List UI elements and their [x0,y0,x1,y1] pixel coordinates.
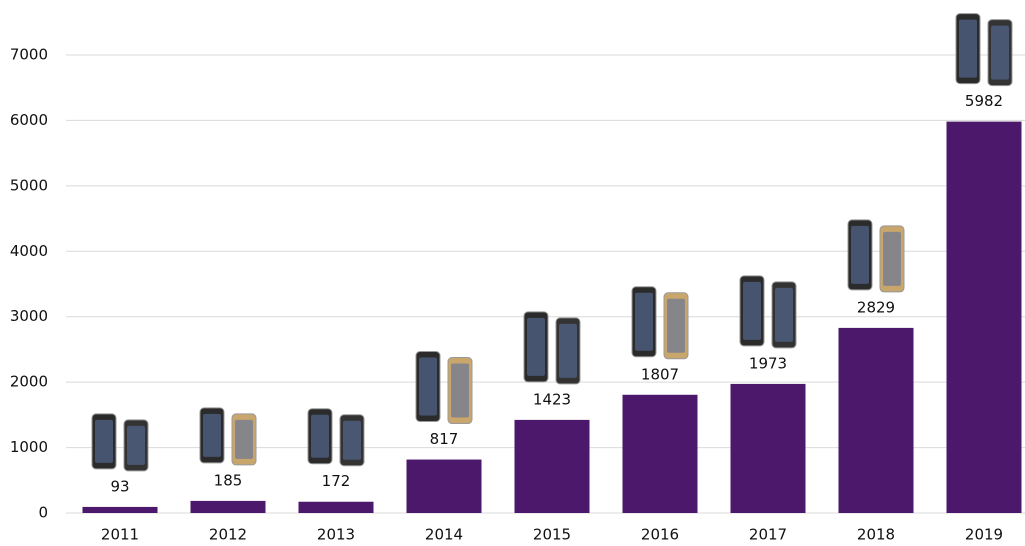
phone-screen [127,425,145,465]
phone-screen [235,419,253,459]
phone-screen [451,363,469,418]
bar [622,394,698,513]
bar [190,500,266,513]
value-label: 817 [430,430,459,448]
phone-screen [343,420,361,460]
value-label: 1807 [641,365,679,383]
x-tick-label: 2019 [965,526,1003,544]
phone-screen [311,414,329,458]
value-label: 93 [110,477,129,495]
phone-screen [559,323,577,378]
bar [82,506,158,513]
phone-screen [419,357,437,416]
phone-screen [959,19,977,78]
x-tick-label: 2017 [749,526,787,544]
bar [298,501,374,513]
x-tick-label: 2014 [425,526,463,544]
x-tick-label: 2011 [101,526,139,544]
phone-screen [667,298,685,353]
bar [946,121,1022,513]
value-label: 2829 [857,298,895,316]
phone-screen [883,231,901,286]
x-tick-label: 2013 [317,526,355,544]
y-tick-label: 0 [38,504,48,522]
x-tick-label: 2015 [533,526,571,544]
y-tick-label: 5000 [10,176,48,194]
phone-screen [95,419,113,463]
value-label: 1973 [749,354,787,372]
y-tick-label: 4000 [10,242,48,260]
phone-screen [635,292,653,351]
x-tick-label: 2016 [641,526,679,544]
value-label: 172 [322,472,351,490]
y-tick-label: 1000 [10,438,48,456]
phone-screen [851,225,869,284]
phone-screen [743,281,761,340]
y-tick-label: 2000 [10,373,48,391]
bar [730,383,806,513]
value-label: 1423 [533,390,571,408]
phone-screen [775,287,793,342]
bar [514,419,590,513]
phone-screen [991,25,1009,80]
x-tick-label: 2018 [857,526,895,544]
y-tick-label: 6000 [10,111,48,129]
phone-screen [203,413,221,457]
x-tick-label: 2012 [209,526,247,544]
bar [838,327,914,513]
value-label: 185 [214,471,243,489]
phone-screen [527,317,545,376]
bar [406,459,482,513]
value-label: 5982 [965,92,1003,110]
y-tick-label: 3000 [10,307,48,325]
y-tick-label: 7000 [10,46,48,64]
